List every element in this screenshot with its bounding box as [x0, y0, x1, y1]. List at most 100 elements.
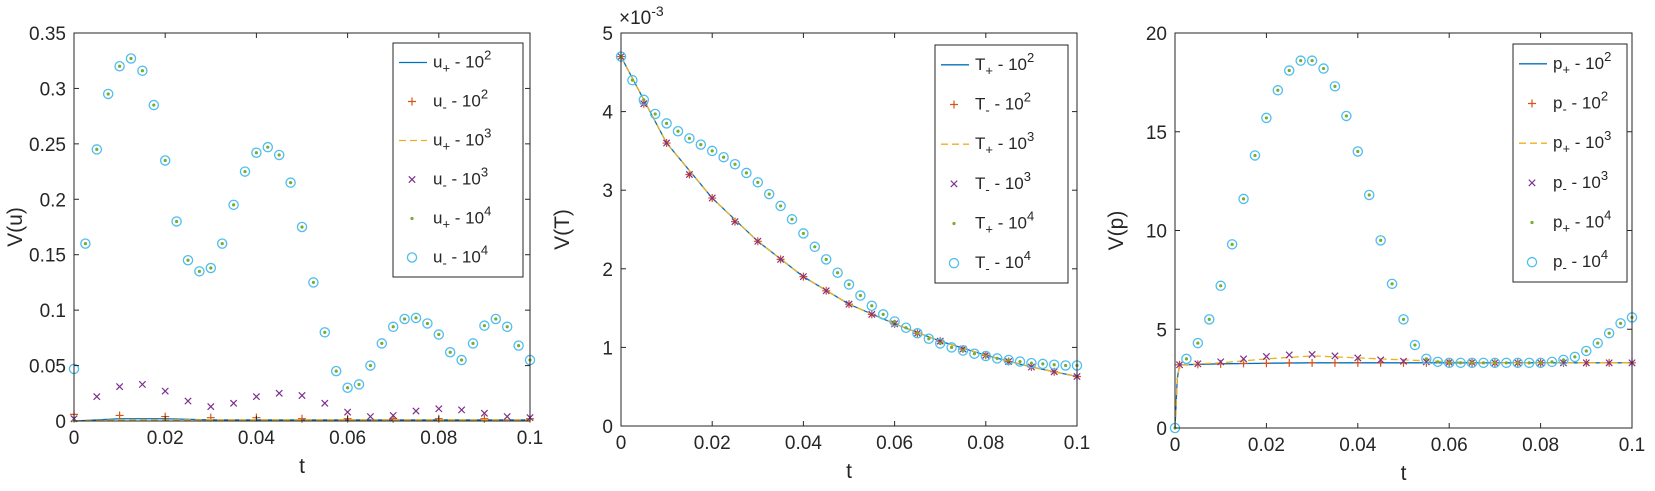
data-point-dot-marker	[1618, 321, 1623, 325]
data-point-circle-marker	[444, 347, 456, 358]
data-point-circle-marker	[410, 312, 422, 324]
data-point-dot-marker	[1561, 358, 1566, 362]
legend-label-base: p	[1553, 133, 1562, 152]
y-axis-label: V(T)	[551, 209, 574, 250]
data-point-circle-marker	[251, 147, 262, 158]
x-tick-label: 0.02	[1248, 435, 1285, 456]
legend-label-superscript: 4	[1604, 208, 1611, 223]
data-point-dot-marker	[163, 158, 167, 163]
legend-label-text: - 10	[990, 253, 1024, 272]
data-point-circle-marker	[330, 365, 342, 377]
y-tick-label: 5	[1156, 320, 1167, 341]
legend-box	[934, 44, 1069, 284]
legend-entry-4: T- - 103	[950, 169, 1031, 197]
legend-label-superscript: 4	[481, 243, 488, 258]
data-point-dot-marker	[209, 266, 213, 270]
data-point-dot-marker	[1018, 359, 1022, 364]
legend-swatch-plus-marker	[408, 97, 416, 106]
data-point-dot-marker	[1401, 317, 1406, 321]
data-point-dot-marker	[1527, 361, 1531, 365]
data-point-x-marker	[640, 100, 648, 108]
data-point-circle-marker	[1386, 278, 1398, 290]
data-point-dot-marker	[1596, 341, 1600, 345]
data-point-plus-marker	[115, 411, 124, 420]
data-point-x-marker	[1605, 359, 1613, 367]
data-point-dot-marker	[266, 145, 270, 149]
legend-label-subscript: -	[1562, 260, 1566, 275]
data-point-dot-marker	[1356, 149, 1360, 154]
data-point-dot-marker	[437, 332, 441, 337]
legend-label-text: - 10	[447, 248, 481, 267]
x-tick-label: 0.1	[1619, 435, 1645, 456]
x-tick-label: 0.08	[420, 428, 457, 449]
data-point-circle-marker	[296, 221, 308, 233]
data-point-dot-marker	[1029, 361, 1033, 365]
data-point-dot-marker	[357, 382, 361, 387]
x-tick-label: 0.08	[967, 433, 1004, 454]
x-tick-label: 0.04	[238, 428, 275, 449]
data-point-dot-marker	[1253, 153, 1257, 158]
data-point-dot-marker	[1607, 331, 1611, 335]
data-point-x-marker	[1239, 355, 1248, 363]
data-point-circle-marker	[159, 155, 171, 166]
data-point-dot-marker	[1539, 361, 1543, 365]
data-point-dot-marker	[1367, 193, 1371, 197]
data-point-circle-marker	[775, 200, 786, 212]
data-point-dot-marker	[1276, 88, 1280, 92]
data-point-circle-marker	[786, 214, 798, 225]
data-point-circle-marker	[1060, 360, 1071, 371]
x-tick-label: 0.02	[694, 433, 731, 454]
data-point-x-marker	[343, 408, 352, 416]
data-point-dot-marker	[1447, 361, 1451, 365]
data-point-circle-marker	[1261, 112, 1272, 124]
data-point-circle-marker	[1592, 337, 1603, 349]
data-point-x-marker	[1559, 359, 1568, 367]
data-point-circle-marker	[741, 167, 752, 179]
data-point-dot-marker	[858, 293, 863, 298]
legend-entry-5: T+ - 104	[952, 209, 1034, 237]
data-point-dot-marker	[517, 344, 521, 348]
legend-label-superscript: 4	[1024, 248, 1031, 263]
legend-label-base: T	[975, 55, 985, 74]
legend-label-text: - 10	[450, 53, 484, 72]
legend-label: T+ - 103	[975, 129, 1034, 157]
legend-swatch-plus-marker	[1528, 99, 1536, 108]
data-point-circle-marker	[934, 338, 946, 349]
legend-entry-3: u+ - 103	[399, 126, 491, 154]
data-point-dot-marker	[1241, 197, 1246, 201]
data-point-dot-marker	[767, 192, 771, 196]
data-point-dot-marker	[642, 98, 646, 102]
data-point-dot-marker	[391, 325, 395, 329]
data-point-dot-marker	[1230, 242, 1234, 246]
legend-label-text: - 10	[1567, 252, 1601, 271]
data-point-x-marker	[480, 409, 489, 417]
legend-label-base: T	[975, 214, 985, 233]
data-point-circle-marker	[1421, 353, 1432, 365]
legend-label-subscript: -	[985, 103, 989, 118]
data-point-x-marker	[754, 237, 762, 245]
data-point-circle-marker	[1398, 314, 1409, 325]
data-point-x-marker	[252, 392, 261, 401]
legend-label-subscript: -	[442, 100, 446, 115]
data-point-circle-marker	[627, 74, 638, 86]
data-point-dot-marker	[277, 153, 281, 157]
legend-label-subscript: -	[1562, 181, 1566, 196]
data-point-circle-marker	[1409, 339, 1421, 351]
data-point-circle-marker	[194, 266, 205, 277]
data-point-x-marker	[275, 389, 283, 397]
legend-label: u- - 103	[433, 165, 488, 193]
legend-label-superscript: 2	[1024, 90, 1031, 105]
data-point-x-marker	[731, 218, 739, 226]
data-point-x-marker	[229, 399, 238, 407]
data-point-circle-marker	[1003, 354, 1014, 366]
legend-label-subscript: +	[1562, 62, 1570, 77]
data-point-dot-marker	[1007, 358, 1011, 362]
legend-swatch-dot-marker	[952, 221, 956, 226]
legend-label: u+ - 104	[433, 204, 491, 232]
y-tick-label: 0	[55, 412, 66, 433]
data-point-circle-marker	[1501, 357, 1512, 369]
data-point-dot-marker	[186, 258, 190, 262]
